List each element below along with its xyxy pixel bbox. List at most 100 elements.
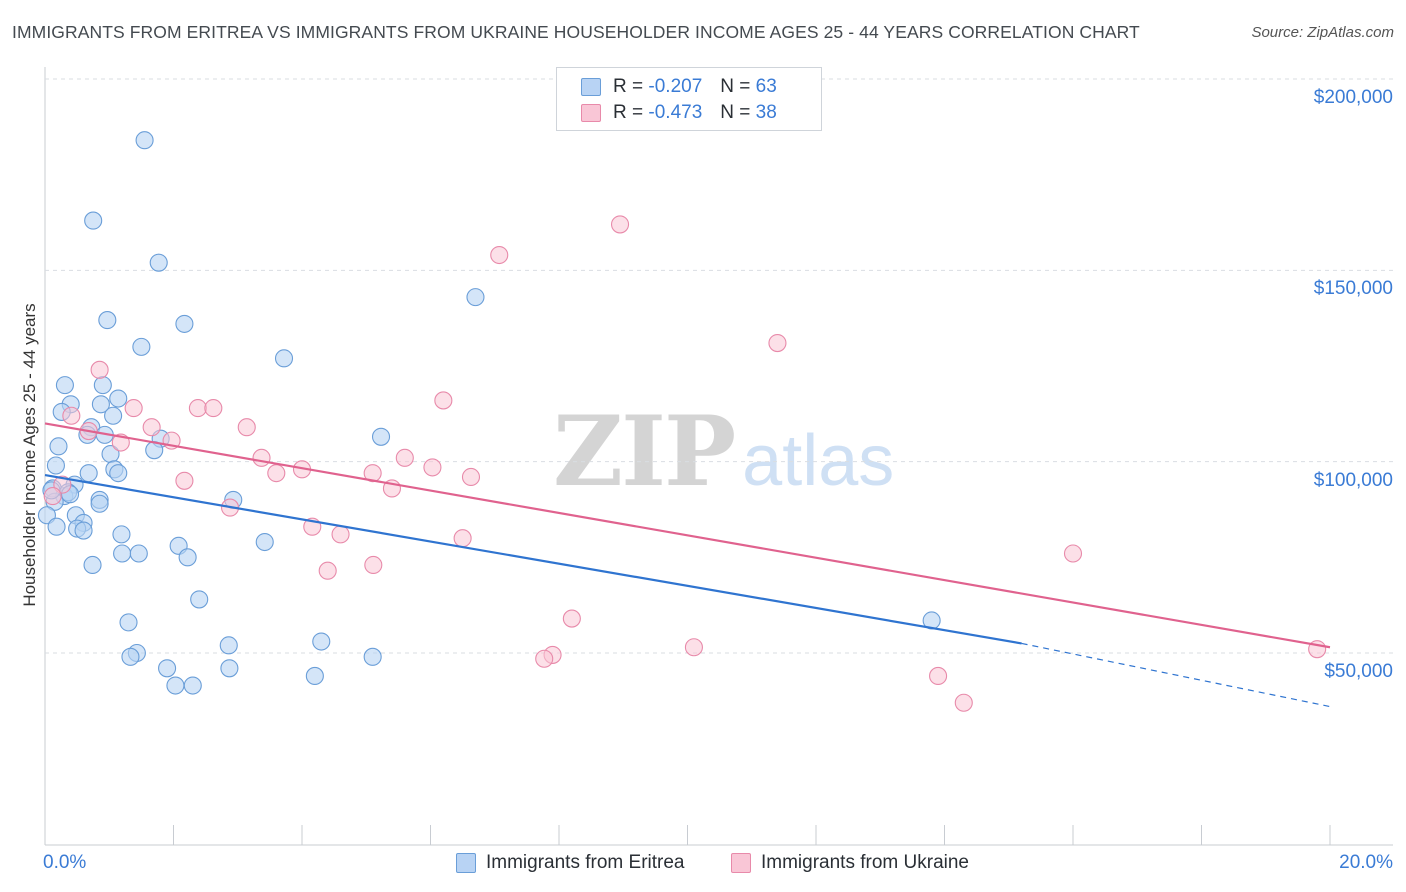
ukraine-point [434, 391, 453, 410]
ukraine-point [237, 418, 256, 437]
eritrea-point [104, 406, 123, 425]
legend-row-ukraine: R = -0.473 N = 38 [581, 101, 777, 125]
legend-row-eritrea: R = -0.207 N = 63 [581, 75, 777, 99]
eritrea-point [158, 659, 177, 678]
series-legend-eritrea[interactable]: Immigrants from Eritrea [456, 852, 684, 874]
series-legend-ukraine[interactable]: Immigrants from Ukraine [731, 852, 969, 874]
eritrea-legend-swatch [456, 853, 476, 873]
ukraine-point [490, 245, 509, 265]
ukraine-point [461, 467, 481, 487]
ukraine-point [331, 525, 350, 544]
eritrea-point [132, 337, 151, 356]
eritrea-point [255, 532, 274, 552]
legend-r-label: R = [613, 102, 644, 123]
ukraine-point [395, 448, 414, 467]
eritrea-point [91, 395, 110, 414]
ukraine-point [535, 649, 554, 668]
ukraine-point [929, 666, 948, 686]
ukraine-point [62, 406, 81, 425]
eritrea-point [183, 676, 202, 695]
eritrea-point [49, 437, 68, 456]
eritrea-point [371, 427, 391, 446]
ukraine-trend-line [44, 422, 1331, 649]
eritrea-point [166, 676, 185, 695]
ukraine-point [684, 638, 703, 657]
y-tick-label: $200,000 [1313, 87, 1393, 108]
eritrea-point [109, 389, 128, 408]
ukraine-point [204, 399, 223, 418]
eritrea-point [178, 548, 197, 567]
eritrea-point [135, 131, 154, 150]
eritrea-point [112, 525, 131, 544]
ukraine-point [954, 693, 973, 712]
eritrea-point [119, 613, 138, 632]
x-tick-label-max: 20.0% [1339, 852, 1393, 873]
eritrea-point [93, 376, 112, 395]
eritrea-trend-line [44, 473, 1022, 645]
y-tick-label: $100,000 [1313, 469, 1393, 491]
series-legend: Immigrants from Eritrea Immigrants from … [0, 852, 1406, 878]
eritrea-point [113, 544, 132, 563]
y-tick-label: $50,000 [1324, 661, 1393, 682]
eritrea-n-value: 63 [755, 76, 777, 97]
eritrea-point [55, 376, 74, 395]
ukraine-swatch [581, 104, 601, 122]
chart-title: IMMIGRANTS FROM ERITREA VS IMMIGRANTS FR… [12, 22, 1140, 42]
ukraine-legend-swatch [731, 853, 751, 873]
ukraine-point [364, 555, 383, 575]
ukraine-point [363, 464, 382, 483]
eritrea-point [312, 632, 331, 651]
ukraine-point [610, 215, 630, 234]
eritrea-point [74, 521, 93, 540]
ukraine-point [562, 609, 581, 628]
correlation-legend: R = -0.207 N = 63 R = -0.473 N = 38 [556, 67, 822, 131]
eritrea-point [109, 464, 128, 483]
eritrea-point [98, 311, 117, 330]
eritrea-swatch [581, 78, 601, 96]
ukraine-point [252, 448, 271, 467]
eritrea-point [220, 659, 239, 678]
ukraine-point [1063, 544, 1083, 563]
ukraine-point [90, 360, 109, 379]
x-tick-label-min: 0.0% [43, 852, 87, 873]
ukraine-point [318, 561, 337, 580]
eritrea-point [84, 211, 103, 230]
eritrea-r-value: -0.207 [648, 76, 703, 97]
eritrea-point [219, 636, 238, 655]
source-credit: Source: ZipAtlas.com [1251, 24, 1394, 41]
eritrea-point [466, 288, 485, 307]
eritrea-point [190, 590, 209, 609]
legend-n-label: N = [720, 76, 751, 97]
eritrea-point [363, 647, 382, 666]
eritrea-point [121, 647, 140, 666]
y-axis-label: Householder Income Ages 25 - 44 years [20, 303, 39, 607]
eritrea-point [149, 253, 168, 272]
legend-n-label: N = [720, 102, 751, 123]
ukraine-r-value: -0.473 [648, 102, 703, 123]
ukraine-point [423, 458, 442, 477]
legend-r-label: R = [613, 76, 644, 97]
ukraine-point [768, 333, 787, 353]
eritrea-legend-label: Immigrants from Eritrea [486, 852, 685, 873]
ukraine-point [175, 471, 194, 490]
y-tick-label: $150,000 [1313, 278, 1393, 300]
ukraine-point [453, 529, 472, 548]
ukraine-legend-label: Immigrants from Ukraine [761, 852, 969, 873]
eritrea-point [129, 544, 148, 563]
eritrea-point [47, 517, 66, 536]
ukraine-point [188, 399, 207, 418]
eritrea-point [83, 555, 102, 575]
ukraine-n-value: 38 [755, 102, 777, 123]
eritrea-trend-extension [1021, 642, 1331, 708]
eritrea-point [274, 349, 294, 368]
ukraine-point [142, 418, 161, 437]
eritrea-point [79, 464, 98, 483]
ukraine-point [124, 399, 143, 418]
eritrea-point [46, 456, 65, 475]
eritrea-point [90, 494, 109, 513]
eritrea-point [305, 666, 324, 686]
ukraine-point [267, 464, 286, 483]
eritrea-point [175, 314, 194, 333]
ukraine-point [43, 487, 62, 506]
